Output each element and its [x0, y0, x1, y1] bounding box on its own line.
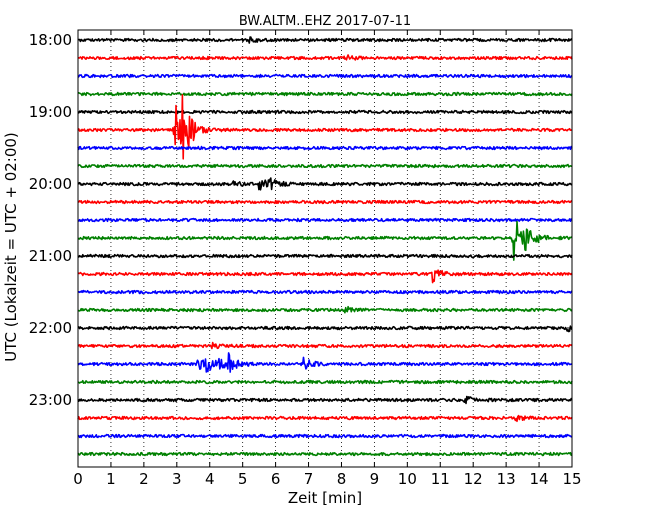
- trace-line: [77, 217, 573, 223]
- trace-line: [77, 91, 573, 97]
- x-tick-label: 4: [205, 470, 215, 488]
- x-tick-label: 11: [431, 470, 450, 488]
- x-tick-label: 0: [73, 470, 83, 488]
- x-tick-label: 2: [139, 470, 149, 488]
- plot-frame: [77, 29, 573, 468]
- x-tick-label: 13: [497, 470, 516, 488]
- x-tick-label: 3: [172, 470, 182, 488]
- trace-line: [77, 305, 573, 314]
- trace-line: [77, 433, 573, 439]
- x-tick-label: 14: [530, 470, 549, 488]
- chart-title: BW.ALTM..EHZ 2017-07-11: [239, 14, 411, 29]
- x-axis: 0 1 2 3 4 5 6 7 8 9 10 11 12 13 14 15: [73, 30, 582, 488]
- trace-line: [77, 73, 573, 79]
- trace-line: [77, 379, 573, 385]
- trace-line: [77, 325, 573, 333]
- trace-line: [77, 94, 573, 160]
- x-tick-label: 1: [106, 470, 116, 488]
- y-tick-label: 18:00: [29, 31, 72, 49]
- y-tick-label: 21:00: [29, 247, 72, 265]
- y-axis-title: UTC (Lokalzeit = UTC + 02:00): [2, 132, 20, 362]
- trace-line: [77, 145, 573, 151]
- y-tick-label: 20:00: [29, 175, 72, 193]
- trace-line: [77, 253, 573, 259]
- trace-line: [77, 289, 573, 295]
- x-tick-label: 8: [337, 470, 347, 488]
- x-tick-label: 15: [562, 470, 581, 488]
- y-tick-label: 19:00: [29, 103, 72, 121]
- trace-line: [77, 109, 573, 115]
- grid: [110, 30, 540, 467]
- x-tick-label: 6: [271, 470, 281, 488]
- trace-line: [77, 352, 573, 373]
- trace-line: [77, 54, 573, 61]
- trace-line: [77, 199, 573, 205]
- x-tick-label: 12: [464, 470, 483, 488]
- x-tick-label: 10: [398, 470, 417, 488]
- x-tick-label: 7: [304, 470, 314, 488]
- traces: [77, 36, 573, 457]
- trace-line: [77, 36, 573, 44]
- trace-line: [77, 177, 573, 191]
- x-tick-label: 5: [238, 470, 248, 488]
- trace-line: [77, 163, 573, 169]
- x-tick-label: 9: [370, 470, 380, 488]
- x-axis-title: Zeit [min]: [288, 489, 362, 507]
- y-tick-label: 22:00: [29, 319, 72, 337]
- trace-line: [77, 414, 573, 423]
- y-axis: 18:00 19:00 20:00 21:00 22:00 23:00: [29, 31, 572, 409]
- trace-line: [77, 451, 573, 457]
- trace-line: [77, 395, 573, 405]
- trace-line: [77, 269, 573, 284]
- trace-line: [77, 220, 573, 261]
- y-tick-label: 23:00: [29, 391, 72, 409]
- trace-line: [77, 341, 573, 350]
